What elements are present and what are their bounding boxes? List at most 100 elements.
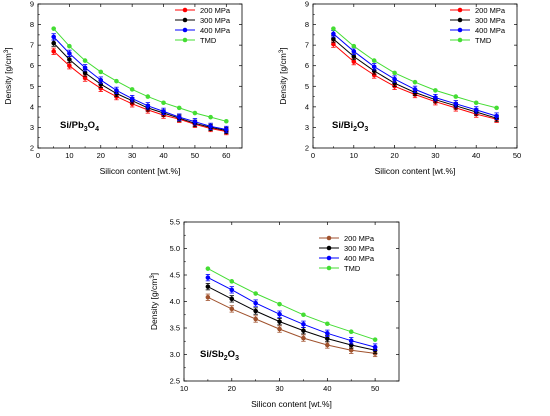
- series-400-mpa: [331, 30, 499, 120]
- y-tick-label: 2: [305, 144, 309, 153]
- data-point: [301, 321, 306, 327]
- data-point: [301, 335, 306, 341]
- y-tick-label: 2.5: [170, 377, 180, 386]
- chart-panel-1: 0 10 20 30 40 50 60 2 3 4 5 6 7 8 9 Silicon content [wt…: [3, 0, 243, 176]
- data-point: [67, 51, 72, 56]
- data-point: [412, 87, 418, 92]
- data-point: [253, 316, 258, 322]
- data-point: [67, 43, 72, 49]
- series-200-mpa: [205, 293, 378, 358]
- series-400-mpa: [205, 274, 378, 351]
- series-line: [207, 277, 376, 348]
- data-point: [371, 64, 377, 70]
- y-tick-label: 3: [305, 123, 309, 132]
- data-point: [348, 338, 354, 344]
- data-point: [392, 70, 397, 76]
- data-point: [331, 31, 336, 37]
- series-line: [53, 42, 227, 131]
- chart-panel-3: 10 20 30 40 50 2.5 3.0 3.5 4.0 4.5 5.0 5.5 Silicon c…: [149, 218, 400, 409]
- legend-marker: [326, 265, 332, 271]
- y-tick-label: 4: [305, 102, 309, 111]
- legend-label: TMD: [475, 36, 492, 45]
- data-point: [348, 329, 354, 335]
- data-point: [82, 75, 88, 81]
- data-point: [161, 100, 166, 106]
- data-point: [51, 40, 56, 46]
- data-point: [208, 124, 213, 129]
- series-400-mpa: [51, 33, 229, 134]
- legend-label: 300 MPa: [344, 244, 375, 253]
- data-point: [494, 105, 499, 111]
- data-point: [129, 96, 135, 101]
- x-tick-label: 50: [191, 151, 199, 160]
- legend-label: 300 MPa: [475, 16, 506, 25]
- chart-annotation: Si/Bi2O3: [332, 120, 368, 133]
- series-300-mpa: [331, 35, 499, 122]
- data-point: [433, 95, 438, 100]
- x-tick-label: 50: [513, 151, 521, 160]
- data-point: [351, 54, 357, 59]
- series-tmd: [51, 26, 229, 124]
- data-point: [176, 105, 182, 111]
- data-point: [351, 43, 357, 49]
- series-line: [53, 50, 227, 132]
- data-point: [224, 118, 229, 124]
- chart-panel-2: 0 10 20 30 40 50 2 3 4 5 6 7 8 9 Silicon content [wt.%…: [278, 0, 521, 176]
- data-point: [82, 70, 88, 76]
- data-point: [98, 77, 104, 83]
- y-tick-label: 9: [305, 0, 309, 9]
- data-point: [192, 119, 198, 124]
- y-tick-label: 8: [305, 20, 309, 29]
- x-tick-label: 20: [228, 384, 236, 393]
- data-point: [331, 26, 336, 31]
- data-point: [229, 296, 235, 302]
- data-point: [253, 300, 258, 306]
- x-axis-label: Silicon content [wt.%]: [251, 399, 332, 409]
- data-point: [208, 114, 213, 120]
- data-point: [205, 294, 211, 300]
- data-point: [129, 87, 135, 92]
- legend-marker: [457, 37, 463, 43]
- y-tick-label: 9: [30, 0, 34, 9]
- data-point: [325, 336, 330, 341]
- data-point: [277, 301, 282, 307]
- series-line: [333, 33, 497, 117]
- data-point: [192, 110, 198, 116]
- x-tick-label: 10: [180, 384, 188, 393]
- y-tick-label: 5: [305, 82, 309, 91]
- data-point: [229, 279, 235, 284]
- x-tick-label: 10: [350, 151, 358, 160]
- y-axis-label: Density [g/cm3]: [149, 273, 159, 330]
- data-point: [325, 342, 330, 348]
- data-point: [371, 58, 377, 63]
- data-point: [224, 127, 229, 132]
- data-point: [205, 275, 211, 280]
- data-point: [67, 57, 72, 62]
- legend-label: 400 MPa: [475, 26, 506, 35]
- y-axis-label: Density [g/cm3]: [3, 47, 13, 104]
- data-point: [205, 266, 211, 271]
- y-tick-label: 5.0: [170, 244, 180, 253]
- data-point: [301, 312, 306, 318]
- x-tick-label: 40: [323, 384, 331, 393]
- data-point: [348, 347, 354, 353]
- data-point: [453, 101, 459, 107]
- legend-marker: [326, 245, 332, 251]
- legend-marker: [182, 17, 188, 23]
- data-point: [253, 291, 258, 296]
- data-point: [176, 114, 182, 120]
- y-axis-label: Density [g/cm3]: [278, 47, 288, 104]
- x-tick-label: 30: [128, 151, 136, 160]
- legend-label: 200 MPa: [200, 6, 231, 15]
- y-tick-label: 5.5: [170, 218, 180, 227]
- series-line: [207, 296, 376, 354]
- series-tmd: [205, 266, 378, 342]
- data-point: [473, 107, 479, 113]
- legend-label: TMD: [200, 36, 217, 45]
- legend-label: 400 MPa: [200, 26, 231, 35]
- y-tick-label: 4: [30, 102, 34, 111]
- series-line: [53, 36, 227, 130]
- legend-marker: [182, 37, 188, 43]
